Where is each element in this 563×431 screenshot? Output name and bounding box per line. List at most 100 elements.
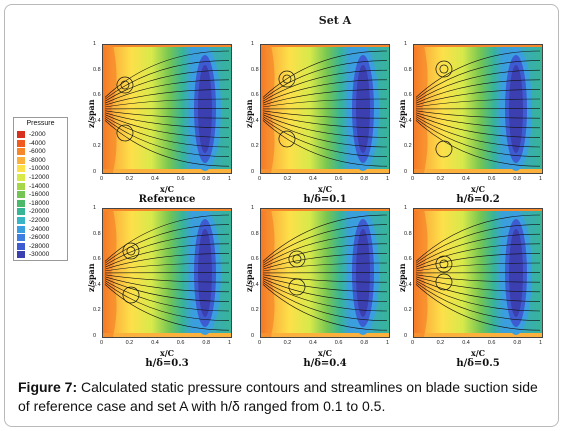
x-axis-label: x/C [317,348,333,358]
legend-label: -30000 [29,251,50,259]
x-axis-label: x/C [159,184,175,194]
vortex [116,124,134,142]
legend-label: -6000 [29,148,46,156]
x-tick-label: 0 [411,176,415,182]
streamline [104,274,230,283]
streamline [104,116,230,148]
vortex [435,255,453,273]
y-tick-label: 0.4 [404,281,412,288]
legend-swatch [17,156,25,164]
plot-area [260,208,390,338]
streamline [104,114,230,138]
x-tick-label: 1 [386,340,390,346]
streamline [415,79,541,104]
streamline [262,282,388,321]
set-title: Set A [318,14,352,27]
panel-label: Reference [138,194,196,205]
streamline [415,262,541,272]
y-tick-label: 0.8 [93,66,101,73]
legend-entry: -16000 [17,190,67,199]
vortex [122,242,140,260]
y-tick-label: 0 [93,333,97,339]
vortex [278,130,296,148]
x-tick-label: 0.6 [176,176,185,182]
vortex [278,70,296,88]
streamline [415,276,541,293]
streamline [262,118,388,157]
y-tick-label: 0.6 [93,256,101,263]
x-tick-label: 0.4 [151,176,159,182]
streamline [262,253,388,270]
streamline [415,284,541,331]
legend-entry: -14000 [17,182,67,191]
legend-swatch [17,225,25,233]
streamline [262,233,388,266]
legend-label: -20000 [29,208,50,216]
legend-swatch [17,251,25,259]
x-tick-label: 0.2 [283,340,292,346]
streamline [262,284,388,331]
streamline [104,120,230,167]
y-tick-label: 1 [251,41,255,47]
streamline [104,278,230,302]
x-tick-label: 0.4 [462,176,470,182]
low-pressure-core [198,229,212,317]
streamline [415,243,541,268]
streamline [262,243,388,268]
streamline [262,50,388,98]
streamline [415,116,541,148]
y-tick-label: 0.8 [404,66,412,73]
legend-swatch [17,199,25,207]
x-tick-label: 0 [100,340,104,346]
y-tick-label: 0.6 [93,92,101,99]
y-tick-label: 0.6 [404,92,412,99]
streamline [104,214,230,262]
y-tick-label: 0.4 [93,281,101,288]
pressure-legend: Pressure -2000 -4000 -6000 -8000 -10000 -1200… [13,117,68,261]
x-tick-label: 0.4 [462,340,470,346]
y-tick-label: 0.8 [251,66,259,73]
legend-entry: -30000 [17,250,67,259]
x-tick-label: 0.2 [436,340,445,346]
streamline [104,243,230,268]
y-tick-label: 1 [93,41,97,47]
y-tick-label: 0 [251,333,255,339]
streamline [262,120,388,167]
streamline [262,278,388,302]
streamline [415,112,541,129]
tip-band [103,209,231,211]
streamline [415,274,541,283]
streamline [415,114,541,138]
streamline [262,274,388,283]
streamline [104,50,230,98]
y-tick-label: 0.6 [251,92,259,99]
legend-entry: -6000 [17,147,67,156]
streamline [104,280,230,312]
streamline [262,98,388,108]
y-tick-label: 1 [251,205,255,211]
x-tick-label: 1 [539,176,543,182]
plot-area [413,44,543,174]
y-tick-label: 0.2 [404,143,412,150]
y-tick-label: 0 [404,169,408,175]
legend-entry: -10000 [17,164,67,173]
contour-panel: z/span 1 0.8 0.6 0.4 0.2 0 0 0.2 0.4 0.6 0.8 1 x/C h/δ… [86,205,232,369]
hub-band [103,169,231,173]
streamline [415,69,541,102]
legend-label: -4000 [29,139,46,147]
plot-area [260,44,390,174]
y-tick-label: 0.6 [404,256,412,263]
x-tick-label: 0.8 [202,340,211,346]
contour-panel: z/span 1 0.8 0.6 0.4 0.2 0 0 0.2 0.4 0.6 0.8 1 x/C Ref… [86,41,232,205]
streamline [104,98,230,108]
x-axis-label: x/C [470,348,486,358]
vortex [435,60,453,78]
streamline [415,282,541,321]
vortex [435,140,453,158]
legend-entry: -12000 [17,173,67,182]
legend-label: -24000 [29,225,50,233]
streamline [104,284,230,331]
legend-entry: -8000 [17,156,67,165]
vortex [122,286,140,304]
y-tick-label: 1 [404,41,408,47]
